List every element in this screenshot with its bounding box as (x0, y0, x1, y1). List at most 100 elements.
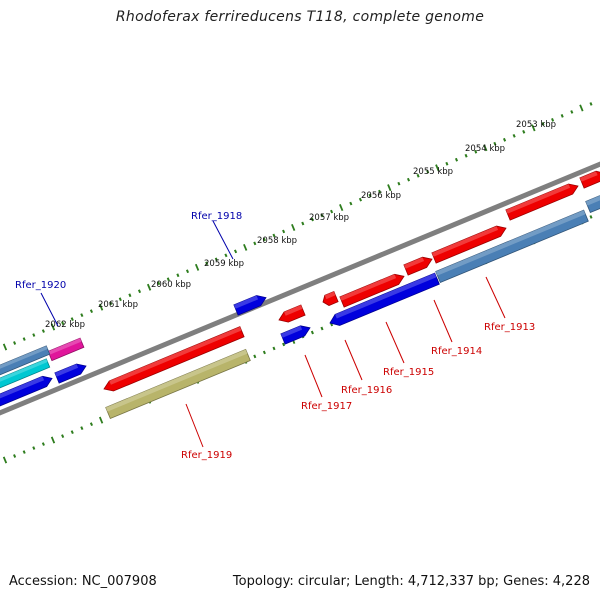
gene-features (0, 170, 600, 420)
scale-tick (98, 416, 104, 424)
scale-tick (426, 169, 430, 174)
scale-tick (464, 153, 468, 158)
scale-tick (339, 204, 344, 212)
scale-tick (454, 157, 459, 162)
scale-tick (32, 333, 36, 337)
gene-label: Rfer_1915 (383, 367, 434, 378)
scale-tick (272, 346, 276, 351)
gene-label: Rfer_1917 (301, 401, 352, 412)
gene-arrow (329, 272, 440, 326)
gene-highlight (0, 358, 48, 382)
gene-highlight (431, 226, 499, 257)
gene-label: Rfer_1919 (181, 450, 232, 461)
scale-tick (146, 283, 152, 291)
genome-backbone (0, 161, 600, 416)
scale-tick (32, 446, 36, 450)
gene-arrow (339, 273, 405, 308)
gene-highlight (579, 171, 598, 182)
gene-highlight (403, 257, 425, 269)
scale-tick (387, 184, 392, 192)
scale-tick (80, 426, 84, 430)
genome-title: Rhodoferax ferrireducens T118, complete … (115, 9, 485, 25)
scale-tick (13, 454, 17, 458)
scale-tick (320, 213, 324, 218)
gene-arrow (403, 256, 433, 276)
gene-arrow (0, 358, 51, 389)
scale-tick (310, 217, 314, 222)
scale-tick (41, 442, 45, 446)
gene-label: Rfer_1916 (341, 385, 392, 396)
scale-tick (301, 221, 305, 226)
gene-label-leader (304, 354, 323, 398)
scale-tick (2, 456, 8, 464)
scale-tick (109, 301, 113, 306)
outer-tick-ring (2, 102, 593, 351)
kbp-label: 2053 kbp (516, 120, 556, 130)
accession-text: Accession: NC_007908 (9, 574, 157, 589)
scale-tick (310, 330, 314, 335)
gene-arrow (47, 337, 85, 362)
scale-tick (128, 293, 132, 298)
scale-tick (262, 237, 266, 242)
gene-highlight (280, 325, 303, 338)
scale-tick (560, 114, 564, 118)
kbp-scale-labels: 2053 kbp 2054 kbp 2055 kbp 2056 kbp 2057 kbp… (45, 120, 556, 330)
scale-tick (531, 124, 536, 132)
gene-arrow (103, 326, 245, 392)
scale-tick (445, 161, 449, 166)
scale-tick (493, 141, 497, 146)
scale-tick (214, 257, 218, 262)
scale-tick (157, 281, 161, 286)
scale-tick (253, 354, 257, 359)
gene-highlight (585, 195, 600, 206)
gene-label-leader (185, 403, 204, 448)
gene-highlight (233, 295, 259, 309)
gene-highlight (48, 338, 82, 355)
scale-tick (589, 102, 593, 106)
kbp-label: 2060 kbp (151, 280, 191, 290)
scale-tick (589, 215, 593, 219)
scale-tick (435, 164, 440, 172)
scale-tick (2, 343, 8, 351)
scale-tick (89, 309, 94, 314)
gene-arrow (435, 209, 589, 284)
scale-tick (176, 273, 180, 278)
gene-label: Rfer_1918 (191, 211, 242, 222)
gene-arrow (579, 170, 600, 189)
gene-arrow (278, 304, 306, 323)
gene-highlight (109, 326, 242, 385)
gene-body (403, 256, 433, 276)
scale-tick (262, 350, 266, 355)
kbp-label: 2055 kbp (413, 167, 453, 177)
gene-arrow (280, 325, 311, 345)
topology-text: Topology: circular; Length: 4,712,337 bp… (232, 574, 590, 589)
scale-tick (483, 144, 488, 152)
scale-tick (61, 434, 65, 438)
scale-tick (41, 329, 45, 333)
scale-tick (205, 261, 209, 266)
scale-tick (512, 133, 516, 138)
scale-tick (406, 177, 411, 182)
gene-highlight (54, 364, 79, 377)
kbp-label: 2054 kbp (465, 144, 505, 154)
gene-arrow (105, 348, 251, 420)
gene-label-callouts: Rfer_1913 Rfer_1914 Rfer_1915 Rfer_1916 Rfer… (15, 211, 535, 461)
gene-arrow (505, 183, 579, 221)
scale-tick (185, 269, 190, 274)
kbp-label: 2056 kbp (361, 191, 401, 201)
scale-tick (50, 323, 56, 331)
scale-tick (253, 241, 257, 246)
gene-label: Rfer_1914 (431, 346, 482, 357)
scale-tick (474, 149, 478, 154)
scale-tick (22, 450, 26, 454)
scale-tick (416, 173, 420, 178)
scale-tick (330, 209, 334, 214)
gene-body (339, 273, 405, 308)
gene-highlight (505, 184, 571, 214)
gene-highlight (0, 376, 45, 399)
kbp-label: 2061 kbp (98, 300, 138, 310)
gene-label-leader (485, 276, 506, 319)
scale-tick (233, 249, 238, 254)
